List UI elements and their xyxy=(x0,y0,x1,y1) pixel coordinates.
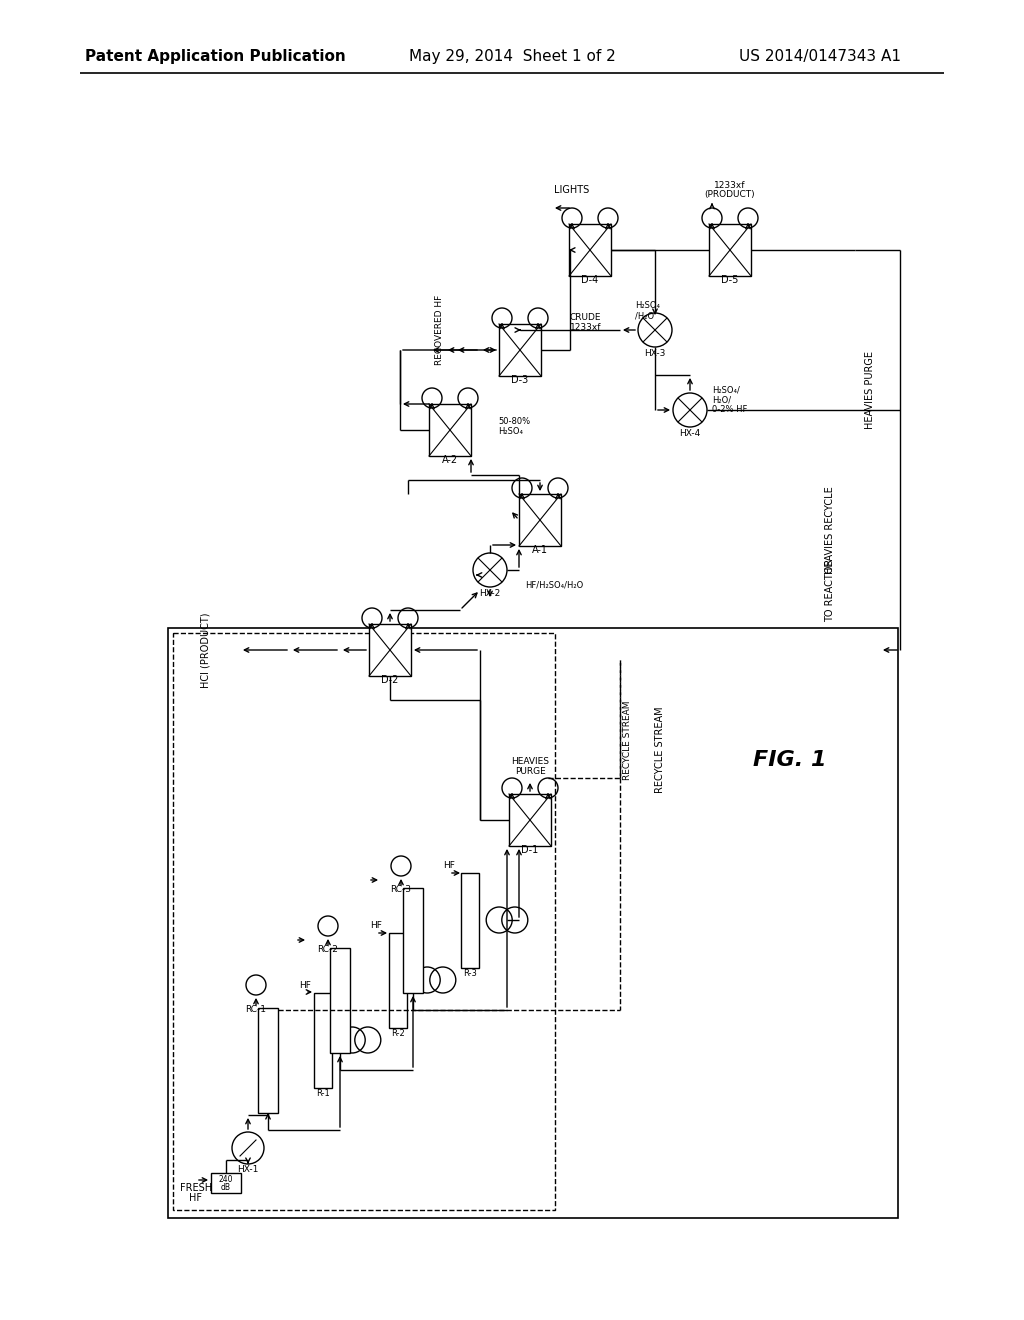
Bar xyxy=(330,948,350,1052)
Text: TO REACTOR: TO REACTOR xyxy=(825,558,835,622)
Text: Patent Application Publication: Patent Application Publication xyxy=(85,49,345,65)
Text: 0-2% HF: 0-2% HF xyxy=(712,405,748,414)
Text: LIGHTS: LIGHTS xyxy=(554,185,590,195)
Text: FIG. 1: FIG. 1 xyxy=(754,750,826,770)
Bar xyxy=(569,224,611,276)
Text: RECYCLE STREAM: RECYCLE STREAM xyxy=(655,706,665,793)
Text: HEAVIES RECYCLE: HEAVIES RECYCLE xyxy=(825,486,835,574)
Text: HF: HF xyxy=(370,921,382,931)
Bar xyxy=(314,993,332,1088)
Text: (PRODUCT): (PRODUCT) xyxy=(705,190,756,199)
Bar xyxy=(461,873,479,968)
Bar xyxy=(258,1007,278,1113)
Bar xyxy=(168,628,898,1218)
Text: A-2: A-2 xyxy=(442,455,458,465)
Text: A-1: A-1 xyxy=(532,545,548,554)
Text: May 29, 2014  Sheet 1 of 2: May 29, 2014 Sheet 1 of 2 xyxy=(409,49,615,65)
Text: RC-1: RC-1 xyxy=(246,1006,266,1015)
Bar xyxy=(509,795,551,846)
Text: R-1: R-1 xyxy=(316,1089,330,1097)
Text: /H₂O: /H₂O xyxy=(635,312,654,321)
Text: H₂SO₄/: H₂SO₄/ xyxy=(712,385,740,395)
Bar xyxy=(499,323,541,376)
Text: R-2: R-2 xyxy=(391,1028,404,1038)
Text: D-3: D-3 xyxy=(511,375,528,385)
Text: RC-2: RC-2 xyxy=(317,945,339,954)
Text: 1233xf: 1233xf xyxy=(715,181,745,190)
Text: HF: HF xyxy=(189,1193,203,1203)
Text: D-5: D-5 xyxy=(721,275,738,285)
Text: 50-80%: 50-80% xyxy=(498,417,530,426)
Text: HX-3: HX-3 xyxy=(644,350,666,359)
Text: D-1: D-1 xyxy=(521,845,539,855)
Text: CRUDE: CRUDE xyxy=(570,314,601,322)
Text: US 2014/0147343 A1: US 2014/0147343 A1 xyxy=(739,49,901,65)
Text: RC-3: RC-3 xyxy=(390,886,412,895)
Bar xyxy=(519,494,561,546)
Text: H₂SO₄: H₂SO₄ xyxy=(635,301,660,310)
Text: D-2: D-2 xyxy=(381,675,398,685)
Text: dB: dB xyxy=(221,1184,231,1192)
Text: HX-4: HX-4 xyxy=(679,429,700,438)
Text: PURGE: PURGE xyxy=(515,767,546,776)
Bar xyxy=(389,932,407,1027)
Text: HCl (PRODUCT): HCl (PRODUCT) xyxy=(200,612,210,688)
Text: HF/H₂SO₄/H₂O: HF/H₂SO₄/H₂O xyxy=(525,581,584,590)
Bar xyxy=(369,624,411,676)
Bar xyxy=(403,887,423,993)
Text: D-4: D-4 xyxy=(582,275,599,285)
Bar xyxy=(709,224,751,276)
Text: HEAVIES PURGE: HEAVIES PURGE xyxy=(865,351,874,429)
Text: FRESH: FRESH xyxy=(180,1183,212,1193)
Text: H₂SO₄: H₂SO₄ xyxy=(498,428,523,437)
Text: 240: 240 xyxy=(219,1176,233,1184)
Bar xyxy=(429,404,471,455)
Text: HEAVIES: HEAVIES xyxy=(511,758,549,767)
Text: 1233xf: 1233xf xyxy=(570,323,601,333)
Bar xyxy=(211,1173,241,1193)
Text: RECYCLE STREAM: RECYCLE STREAM xyxy=(623,700,632,780)
Bar xyxy=(173,634,555,1210)
Text: RECOVERED HF: RECOVERED HF xyxy=(435,294,444,366)
Text: HF: HF xyxy=(443,862,455,870)
Text: R-3: R-3 xyxy=(463,969,477,978)
Text: HF: HF xyxy=(299,981,311,990)
Text: HX-2: HX-2 xyxy=(479,590,501,598)
Text: HX-1: HX-1 xyxy=(238,1166,259,1175)
Text: H₂O/: H₂O/ xyxy=(712,396,731,404)
